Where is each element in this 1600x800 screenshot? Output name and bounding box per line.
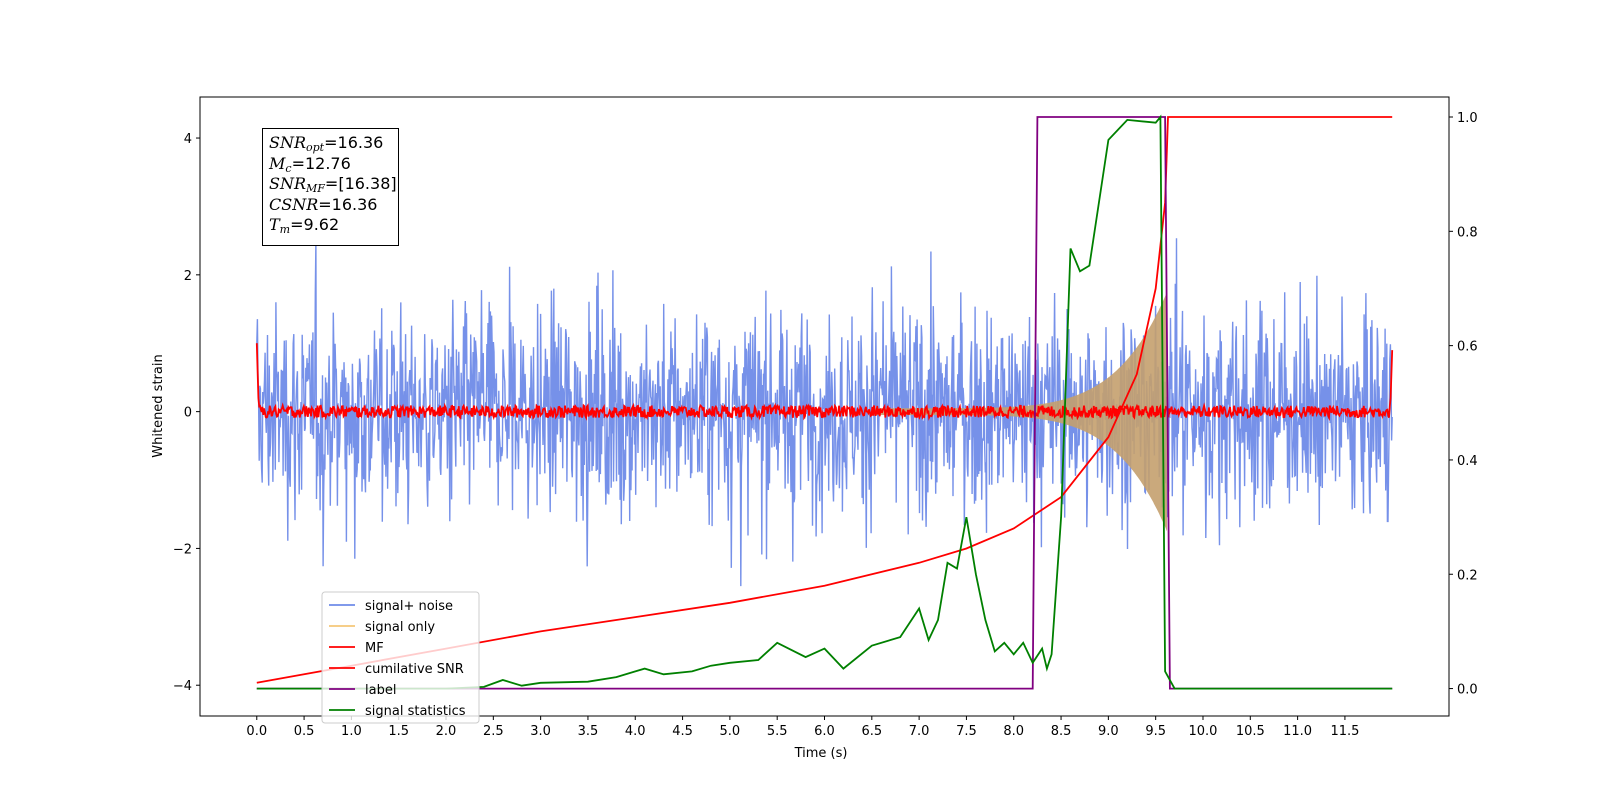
y-right-tick-label: 0.8 [1457,225,1478,240]
annotation-line: Tm=9.62 [269,215,340,236]
y-right-tick-label: 0.4 [1457,454,1478,469]
legend-label: label [365,683,396,698]
series-mf [255,343,1394,422]
x-tick-label: 8.5 [1051,724,1072,739]
x-tick-label: 7.5 [956,724,977,739]
y-left-tick-label: 2 [184,269,192,284]
y-left-tick-label: 4 [184,132,192,147]
legend-label: signal statistics [365,704,466,719]
x-tick-label: 7.0 [909,724,930,739]
legend-box [321,591,480,724]
y-left-tick-label: −4 [173,679,192,694]
x-axis: 0.0 0.5 1.0 1.5 2.0 2.5 3.0 3.5 4.0 4.5 5.0 5.5 6.0 6… [246,716,1359,739]
legend-label: MF [365,641,384,656]
series-signal-statistics [256,114,1393,690]
y-right-tick-label: 0.2 [1457,568,1478,583]
annotation-line: CSNR=16.36 [269,194,378,214]
y-right-tick-label: 0.6 [1457,340,1478,355]
x-tick-label: 9.0 [1098,724,1119,739]
x-tick-label: 4.5 [672,724,693,739]
x-tick-label: 2.5 [483,724,504,739]
y-left-tick-label: 0 [184,406,192,421]
legend: signal+ noise signal only MF cumilative SNR… [321,591,480,724]
y-axis-left: 4 2 0 −2 −4 [173,132,200,694]
legend-label: signal+ noise [365,599,453,614]
x-tick-label: 2.0 [436,724,457,739]
x-tick-label: 5.0 [720,724,741,739]
x-axis-label: Time (s) [794,746,848,761]
y-left-tick-label: −2 [173,542,192,557]
x-tick-label: 10.5 [1236,724,1265,739]
y-axis-right: 1.0 0.8 0.6 0.4 0.2 0.0 [1449,111,1478,698]
y-axis-label: Whitened strain [151,354,166,457]
x-tick-label: 11.5 [1330,724,1359,739]
legend-label: signal only [365,620,435,635]
y-right-tick-label: 0.0 [1457,683,1478,698]
x-tick-label: 0.5 [294,724,315,739]
y-right-tick-label: 1.0 [1457,111,1478,126]
x-tick-label: 1.5 [388,724,409,739]
x-tick-label: 1.0 [341,724,362,739]
x-tick-label: 4.0 [625,724,646,739]
x-tick-label: 6.5 [861,724,882,739]
annotation-line: SNRMF=[16.38] [269,174,397,195]
x-tick-label: 9.5 [1145,724,1166,739]
series-signal-noise [256,238,1393,587]
x-tick-label: 10.0 [1189,724,1218,739]
annotation-line: SNRopt=16.36 [269,133,384,154]
x-tick-label: 0.0 [246,724,267,739]
annotation-line: Mc=12.76 [269,153,351,175]
x-tick-label: 6.0 [814,724,835,739]
legend-label: cumilative SNR [365,662,464,677]
x-tick-label: 3.5 [578,724,599,739]
x-tick-label: 11.0 [1283,724,1312,739]
x-tick-label: 8.0 [1003,724,1024,739]
annotation-box: SNRopt=16.36 Mc=12.76 SNRMF=[16.38] CSNR=16… [262,128,399,246]
x-tick-label: 5.5 [767,724,788,739]
x-tick-label: 3.0 [530,724,551,739]
